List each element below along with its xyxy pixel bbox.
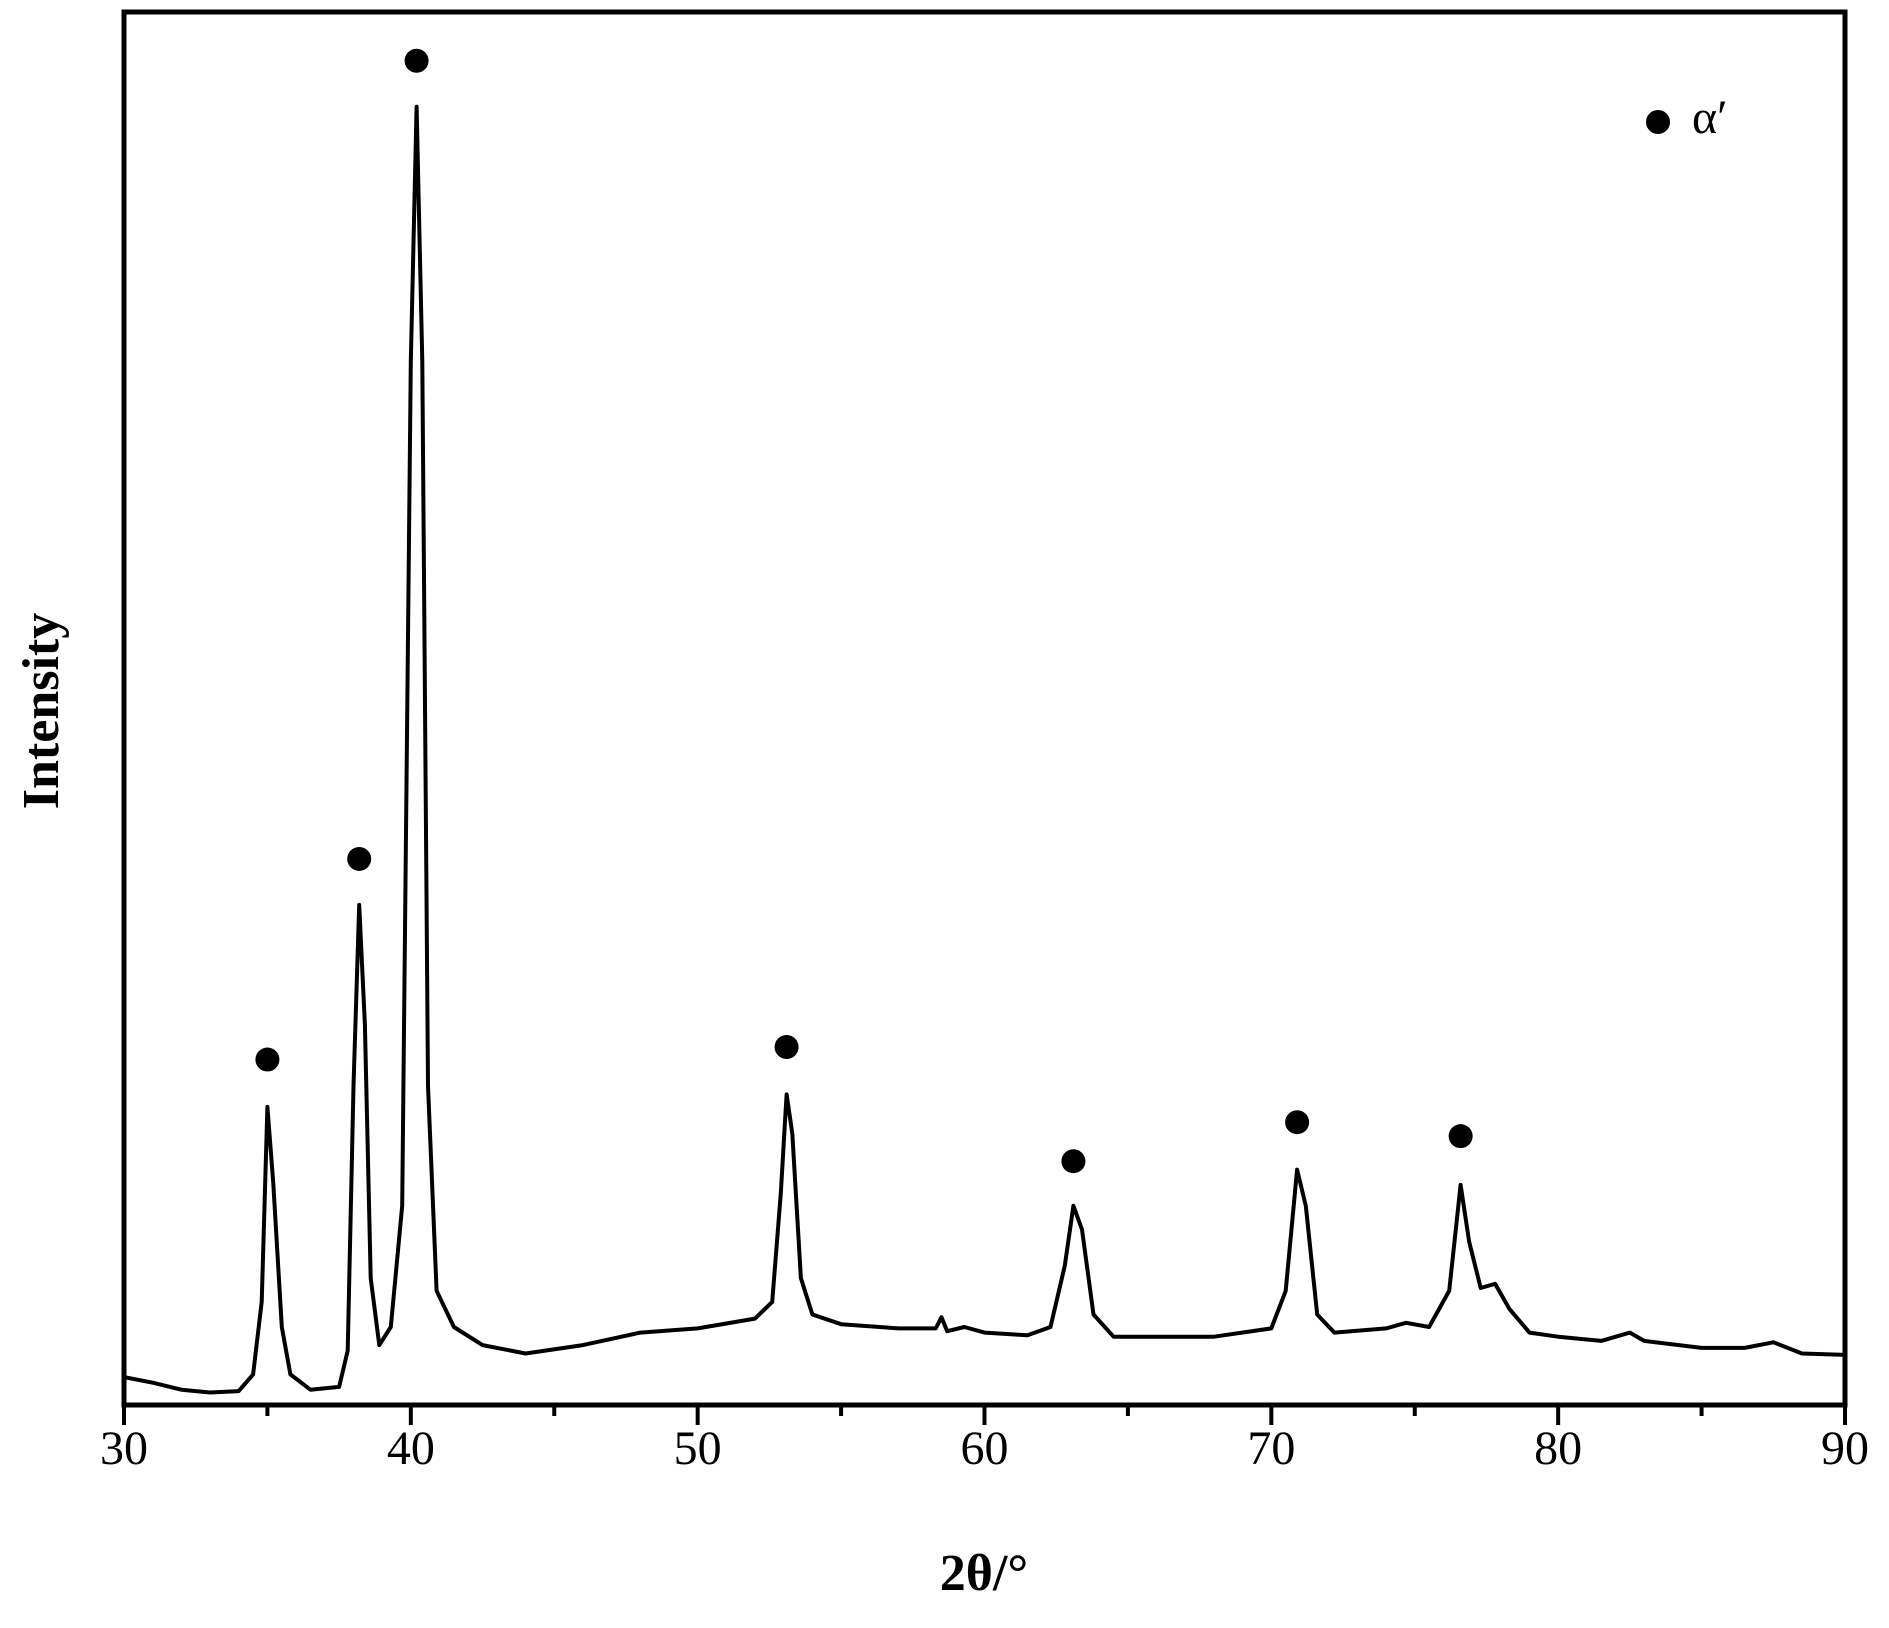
legend-marker [1646, 110, 1670, 134]
x-tick-label: 30 [100, 1422, 148, 1475]
peak-marker [347, 846, 372, 871]
peak-marker [1061, 1149, 1086, 1174]
x-axis-label: 2θ/° [940, 1545, 1028, 1602]
peak-marker [774, 1034, 799, 1059]
plot-frame [121, 9, 1848, 1408]
data-line [123, 104, 1846, 1395]
peak-marker [404, 48, 429, 73]
x-tick-label: 50 [674, 1422, 722, 1475]
peak-marker [1448, 1124, 1473, 1149]
x-tick-label: 80 [1534, 1422, 1582, 1475]
peak-marker [255, 1047, 280, 1072]
x-tick-label: 90 [1821, 1422, 1869, 1475]
peak-marker [1285, 1110, 1310, 1135]
x-tick-label: 40 [387, 1422, 435, 1475]
x-tick-label: 70 [1247, 1422, 1295, 1475]
x-tick-label: 60 [961, 1422, 1009, 1475]
y-axis-label: Intensity [13, 613, 70, 809]
legend-label: α′ [1692, 91, 1728, 144]
